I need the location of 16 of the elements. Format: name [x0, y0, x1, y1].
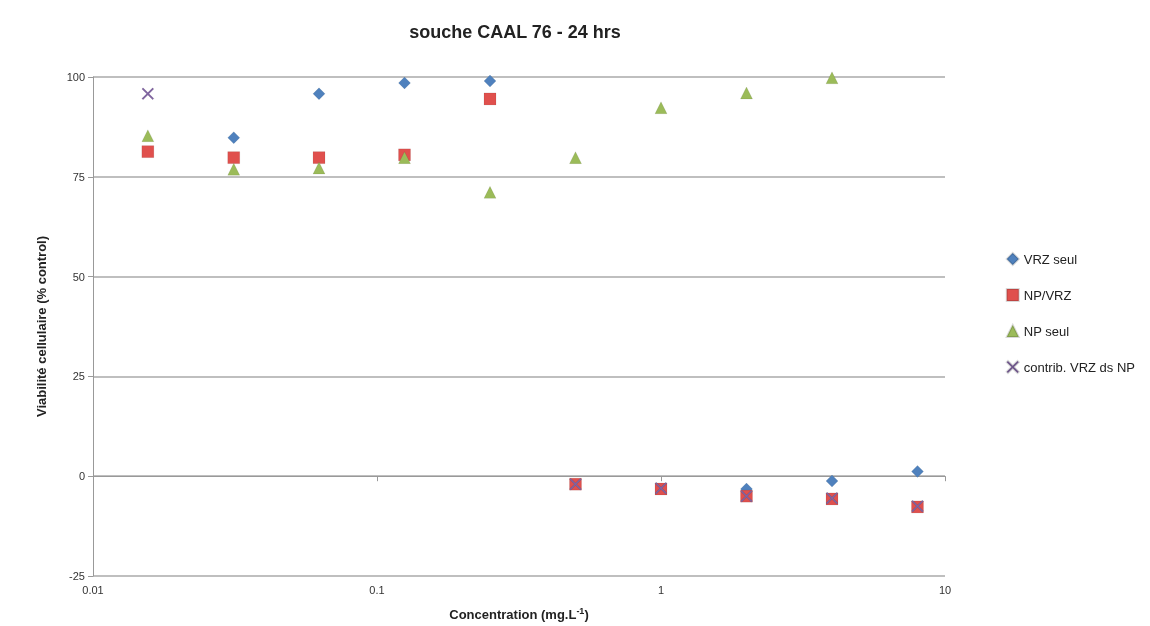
- legend-label: NP seul: [1023, 323, 1070, 339]
- x-tick-label: 0.01: [82, 583, 104, 596]
- y-tick-label: 50: [72, 270, 85, 283]
- y-tick-label: 25: [72, 370, 85, 383]
- chart-title: souche CAAL 76 - 24 hrs: [409, 22, 621, 42]
- x-tick-label: 10: [938, 583, 952, 596]
- y-tick-label: 75: [72, 170, 85, 183]
- y-tick-label: -25: [69, 570, 85, 582]
- x-tick-label: 1: [657, 583, 665, 596]
- x-tick-label: 0.1: [369, 583, 385, 596]
- legend-label: NP/VRZ: [1023, 287, 1072, 303]
- y-tick-label: 0: [78, 470, 85, 483]
- legend-label: VRZ seul: [1023, 251, 1078, 267]
- y-tick-label: 100: [66, 71, 85, 83]
- y-axis-title: Viabilité cellulaire (% control): [34, 235, 49, 418]
- legend-label: contrib. VRZ ds NP: [1023, 359, 1136, 375]
